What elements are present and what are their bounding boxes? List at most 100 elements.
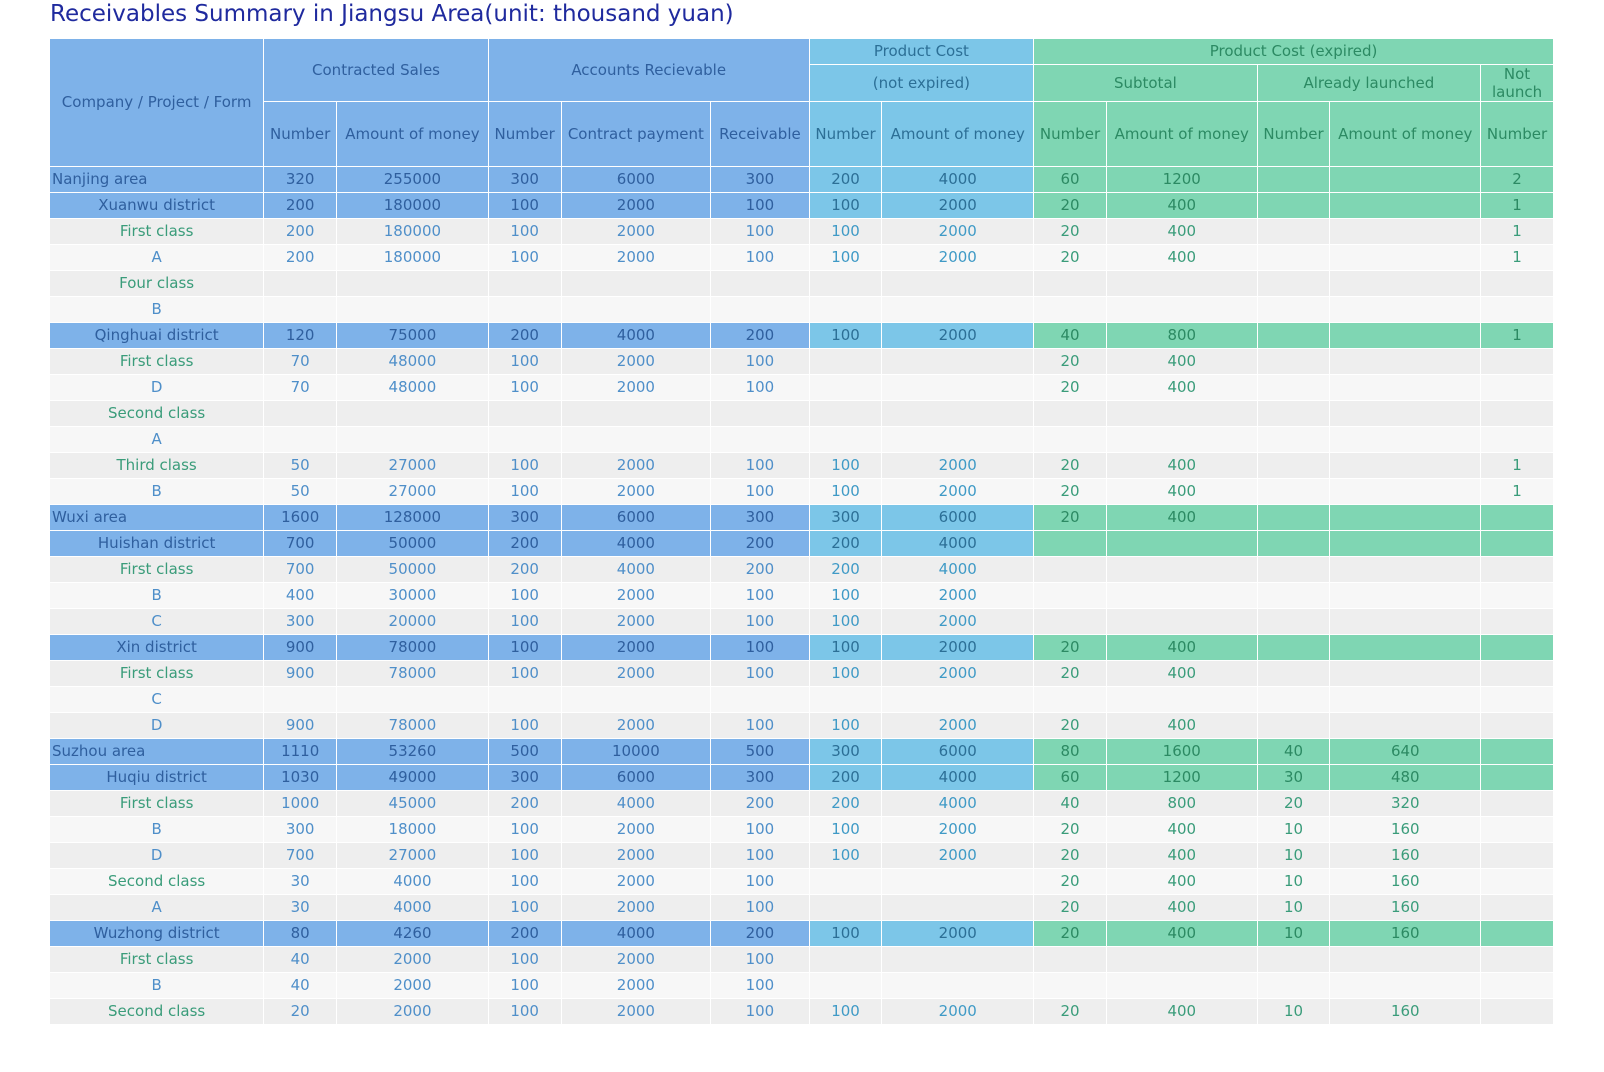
table-cell: 200: [808, 764, 883, 791]
table-cell: 20: [1033, 478, 1107, 505]
table-cell: 100: [710, 868, 810, 895]
table-cell: 2000: [881, 192, 1035, 219]
table-cell: [1256, 244, 1331, 271]
table-cell: 2000: [560, 816, 712, 843]
table-cell: [1256, 530, 1331, 557]
table-cell: 100: [710, 894, 810, 921]
table-cell: 100: [487, 660, 562, 687]
table-cell: 4000: [560, 322, 712, 349]
table-cell: [487, 400, 562, 427]
table-cell: 100: [710, 998, 810, 1025]
table-cell: 100: [808, 218, 883, 245]
table-cell: 20: [1033, 192, 1107, 219]
table-cell: [1329, 218, 1482, 245]
table-cell: [1256, 478, 1331, 505]
table-row: First class 900 78000 100 2000 100 100 2000 20 40…: [48, 660, 1554, 687]
table-cell: 100: [487, 244, 562, 271]
table-cell: 480: [1329, 764, 1482, 791]
table-cell: 2000: [881, 920, 1035, 947]
table-cell: [487, 686, 562, 713]
row-label: C: [48, 686, 265, 713]
table-cell: 4000: [881, 166, 1035, 193]
table-cell: 2: [1480, 166, 1554, 193]
row-label: First class: [48, 218, 265, 245]
table-cell: 100: [710, 478, 810, 505]
table-cell: 100: [487, 712, 562, 739]
table-cell: 400: [1105, 504, 1258, 531]
table-cell: [1480, 582, 1554, 609]
table-cell: [808, 972, 883, 999]
district-row: Wuzhong district 80 4260 200 4000 200 100 2000 2…: [48, 920, 1554, 947]
table-cell: 80: [1033, 738, 1107, 765]
table-cell: 200: [487, 920, 562, 947]
row-label: Third class: [48, 452, 265, 479]
header-not-launch-line1: Not: [1503, 65, 1531, 84]
table-cell: [1256, 946, 1331, 973]
table-cell: 50000: [336, 556, 489, 583]
table-cell: [560, 296, 712, 323]
table-cell: 6000: [560, 166, 712, 193]
table-cell: 100: [487, 634, 562, 661]
table-cell: 100: [487, 816, 562, 843]
table-cell: [1033, 400, 1107, 427]
row-label: Wuxi area: [48, 504, 265, 531]
table-cell: 4000: [881, 764, 1035, 791]
table-cell: 400: [1105, 218, 1258, 245]
row-label: B: [48, 582, 265, 609]
table-cell: 4000: [560, 790, 712, 817]
table-row: C: [48, 686, 1554, 713]
table-cell: 100: [710, 634, 810, 661]
table-cell: [1033, 686, 1107, 713]
table-cell: 900: [263, 634, 338, 661]
table-cell: [881, 348, 1035, 375]
table-cell: [1256, 712, 1331, 739]
table-cell: [1480, 920, 1554, 947]
table-cell: 200: [808, 530, 883, 557]
table-cell: 20: [1033, 452, 1107, 479]
header-not-launch: Not launch: [1480, 64, 1554, 102]
row-label: D: [48, 842, 265, 869]
table-cell: 4000: [881, 530, 1035, 557]
table-cell: 2000: [881, 634, 1035, 661]
table-cell: [808, 868, 883, 895]
table-cell: 20: [1033, 868, 1107, 895]
table-row: A 30 4000 100 2000 100 20 400 10 160: [48, 894, 1554, 921]
table-cell: 1000: [263, 790, 338, 817]
table-row: B 40 2000 100 2000 100: [48, 972, 1554, 999]
table-cell: 100: [487, 972, 562, 999]
table-cell: 100: [710, 712, 810, 739]
table-cell: 100: [487, 478, 562, 505]
table-cell: 20: [1033, 634, 1107, 661]
row-label: Suzhou area: [48, 738, 265, 765]
table-cell: [808, 686, 883, 713]
table-cell: 40: [1033, 322, 1107, 349]
header-sub-number: Number: [1033, 101, 1107, 167]
table-cell: 180000: [336, 218, 489, 245]
row-label: Xin district: [48, 634, 265, 661]
table-cell: 1: [1480, 478, 1554, 505]
table-cell: 100: [487, 868, 562, 895]
table-cell: 78000: [336, 660, 489, 687]
table-cell: [710, 400, 810, 427]
table-body: Nanjing area 320 255000 300 6000 300 200 4000 60…: [48, 166, 1554, 1025]
table-cell: [263, 270, 338, 297]
table-cell: 100: [487, 608, 562, 635]
header-ar-number: Number: [487, 101, 562, 167]
table-cell: 100: [487, 374, 562, 401]
table-cell: [710, 426, 810, 453]
header-sub-amount: Amount of money: [1105, 101, 1258, 167]
table-cell: [1105, 686, 1258, 713]
table-cell: 27000: [336, 452, 489, 479]
table-cell: 100: [710, 218, 810, 245]
table-cell: 300: [710, 764, 810, 791]
table-cell: [336, 270, 489, 297]
table-cell: 50000: [336, 530, 489, 557]
table-cell: [881, 400, 1035, 427]
table-cell: 10: [1256, 894, 1331, 921]
table-cell: [1256, 400, 1331, 427]
district-row: Qinghuai district 120 75000 200 4000 200 100 20…: [48, 322, 1554, 349]
table-cell: [263, 400, 338, 427]
table-cell: 40: [263, 972, 338, 999]
row-label: C: [48, 608, 265, 635]
header-ar-receivable: Receivable: [710, 101, 810, 167]
